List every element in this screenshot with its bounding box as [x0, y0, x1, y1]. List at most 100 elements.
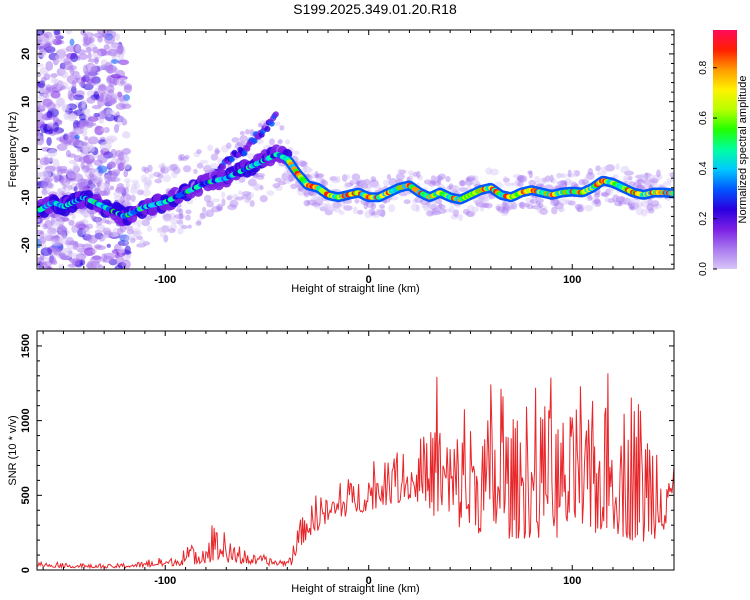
heatmap-cell [93, 90, 100, 99]
heatmap-cell [105, 108, 112, 118]
heatmap-cell [226, 195, 233, 201]
heatmap-cell [81, 164, 90, 173]
heatmap-cell [524, 202, 530, 208]
heatmap-cell [574, 203, 583, 210]
heatmap-cell [123, 162, 131, 170]
heatmap-cell [137, 189, 144, 196]
heatmap-cell [647, 208, 655, 214]
heatmap-cell [235, 196, 244, 201]
heatmap-cell [458, 187, 469, 192]
heatmap-cell [421, 203, 431, 209]
heatmap-cell [48, 128, 54, 134]
heatmap-cell [538, 177, 547, 185]
heatmap-cell [630, 202, 640, 210]
heatmap-cell [615, 196, 625, 203]
heatmap-cell [142, 241, 151, 246]
heatmap-cell [58, 81, 64, 88]
heatmap-cell [596, 171, 607, 176]
snr-x-axis-label: Height of straight line (km) [291, 583, 419, 595]
heatmap-cell [594, 199, 602, 207]
heatmap-cell [125, 235, 133, 240]
heatmap-cell [577, 207, 584, 213]
heatmap-cell [277, 181, 286, 186]
heatmap-cell [643, 183, 649, 191]
heatmap-cell [466, 177, 476, 182]
heatmap-cell [49, 213, 60, 219]
heatmap-cell [105, 84, 115, 94]
heatmap-cell [259, 195, 268, 203]
heatmap-cell [142, 177, 152, 185]
heatmap-cell [526, 204, 534, 210]
heatmap-cell [209, 163, 219, 171]
heatmap-cell [535, 199, 541, 207]
heatmap-cell [314, 171, 319, 179]
heatmap-cell [308, 168, 313, 173]
heatmap-cell [539, 205, 547, 211]
heatmap-cell [204, 164, 212, 172]
heatmap-cell [467, 205, 474, 210]
heatmap-cell [388, 178, 397, 186]
heatmap-cell [99, 141, 112, 152]
heatmap-cell [125, 181, 130, 190]
heatmap-cell [451, 188, 458, 193]
heatmap-cell [117, 151, 125, 161]
heatmap-cell [82, 228, 91, 236]
heatmap-cell [106, 243, 112, 248]
heatmap-cell [40, 242, 47, 249]
heatmap-cell [286, 174, 296, 182]
heatmap-cell [71, 225, 79, 233]
heatmap-cell [397, 168, 403, 175]
heatmap-cell [67, 90, 73, 100]
heatmap-cell [243, 196, 251, 204]
heatmap-cell [576, 206, 582, 213]
heatmap-cell [287, 174, 294, 183]
heatmap-cell [239, 130, 245, 136]
heatmap-cell [627, 175, 633, 181]
heatmap-cell [98, 190, 109, 196]
heatmap-cell [153, 171, 161, 178]
heatmap-cell [448, 183, 454, 190]
heatmap-cell [458, 213, 463, 222]
heatmap-cell [446, 185, 453, 191]
heatmap-cell [560, 180, 568, 185]
heatmap-cell [91, 215, 98, 221]
heatmap-cell [574, 170, 581, 177]
heatmap-cell [84, 136, 89, 141]
heatmap-cell [92, 246, 97, 255]
snr-y-label: 1500 [20, 334, 32, 358]
heatmap-cell [54, 178, 59, 183]
heatmap-cell [452, 184, 458, 193]
heatmap-cell [113, 195, 122, 201]
heatmap-cell [268, 120, 275, 127]
heatmap-cell [117, 239, 130, 247]
heatmap-cell [637, 178, 644, 183]
heatmap-cell [354, 180, 361, 185]
heatmap-cell [282, 177, 291, 182]
heatmap-cell [37, 72, 42, 78]
heatmap-cell [195, 220, 202, 226]
heatmap-cell [370, 202, 377, 210]
heatmap-cell [60, 168, 67, 174]
heatmap-cell [133, 231, 143, 236]
heatmap-cell [317, 195, 323, 202]
figure-title: S199.2025.349.01.20.R18 [293, 1, 457, 17]
heatmap-cell [622, 197, 632, 205]
heatmap-cell [613, 200, 623, 207]
heatmap-cell [351, 173, 361, 181]
heatmap-cell [620, 165, 630, 174]
heatmap-cell [652, 174, 663, 181]
heatmap-cell [117, 94, 126, 102]
heatmap-cell [478, 196, 485, 202]
heatmap-cell [452, 209, 460, 217]
heatmap-cell [47, 182, 54, 189]
heatmap-cell [126, 229, 135, 235]
heatmap-cell [428, 181, 436, 187]
heatmap-cell [314, 198, 324, 206]
heatmap-cell [600, 166, 610, 173]
heatmap-cell [436, 177, 442, 184]
heatmap-cell [254, 183, 260, 191]
heatmap-cell [81, 128, 88, 137]
heatmap-cell [479, 195, 488, 203]
heatmap-cell [220, 163, 227, 170]
heatmap-cell [221, 191, 226, 199]
